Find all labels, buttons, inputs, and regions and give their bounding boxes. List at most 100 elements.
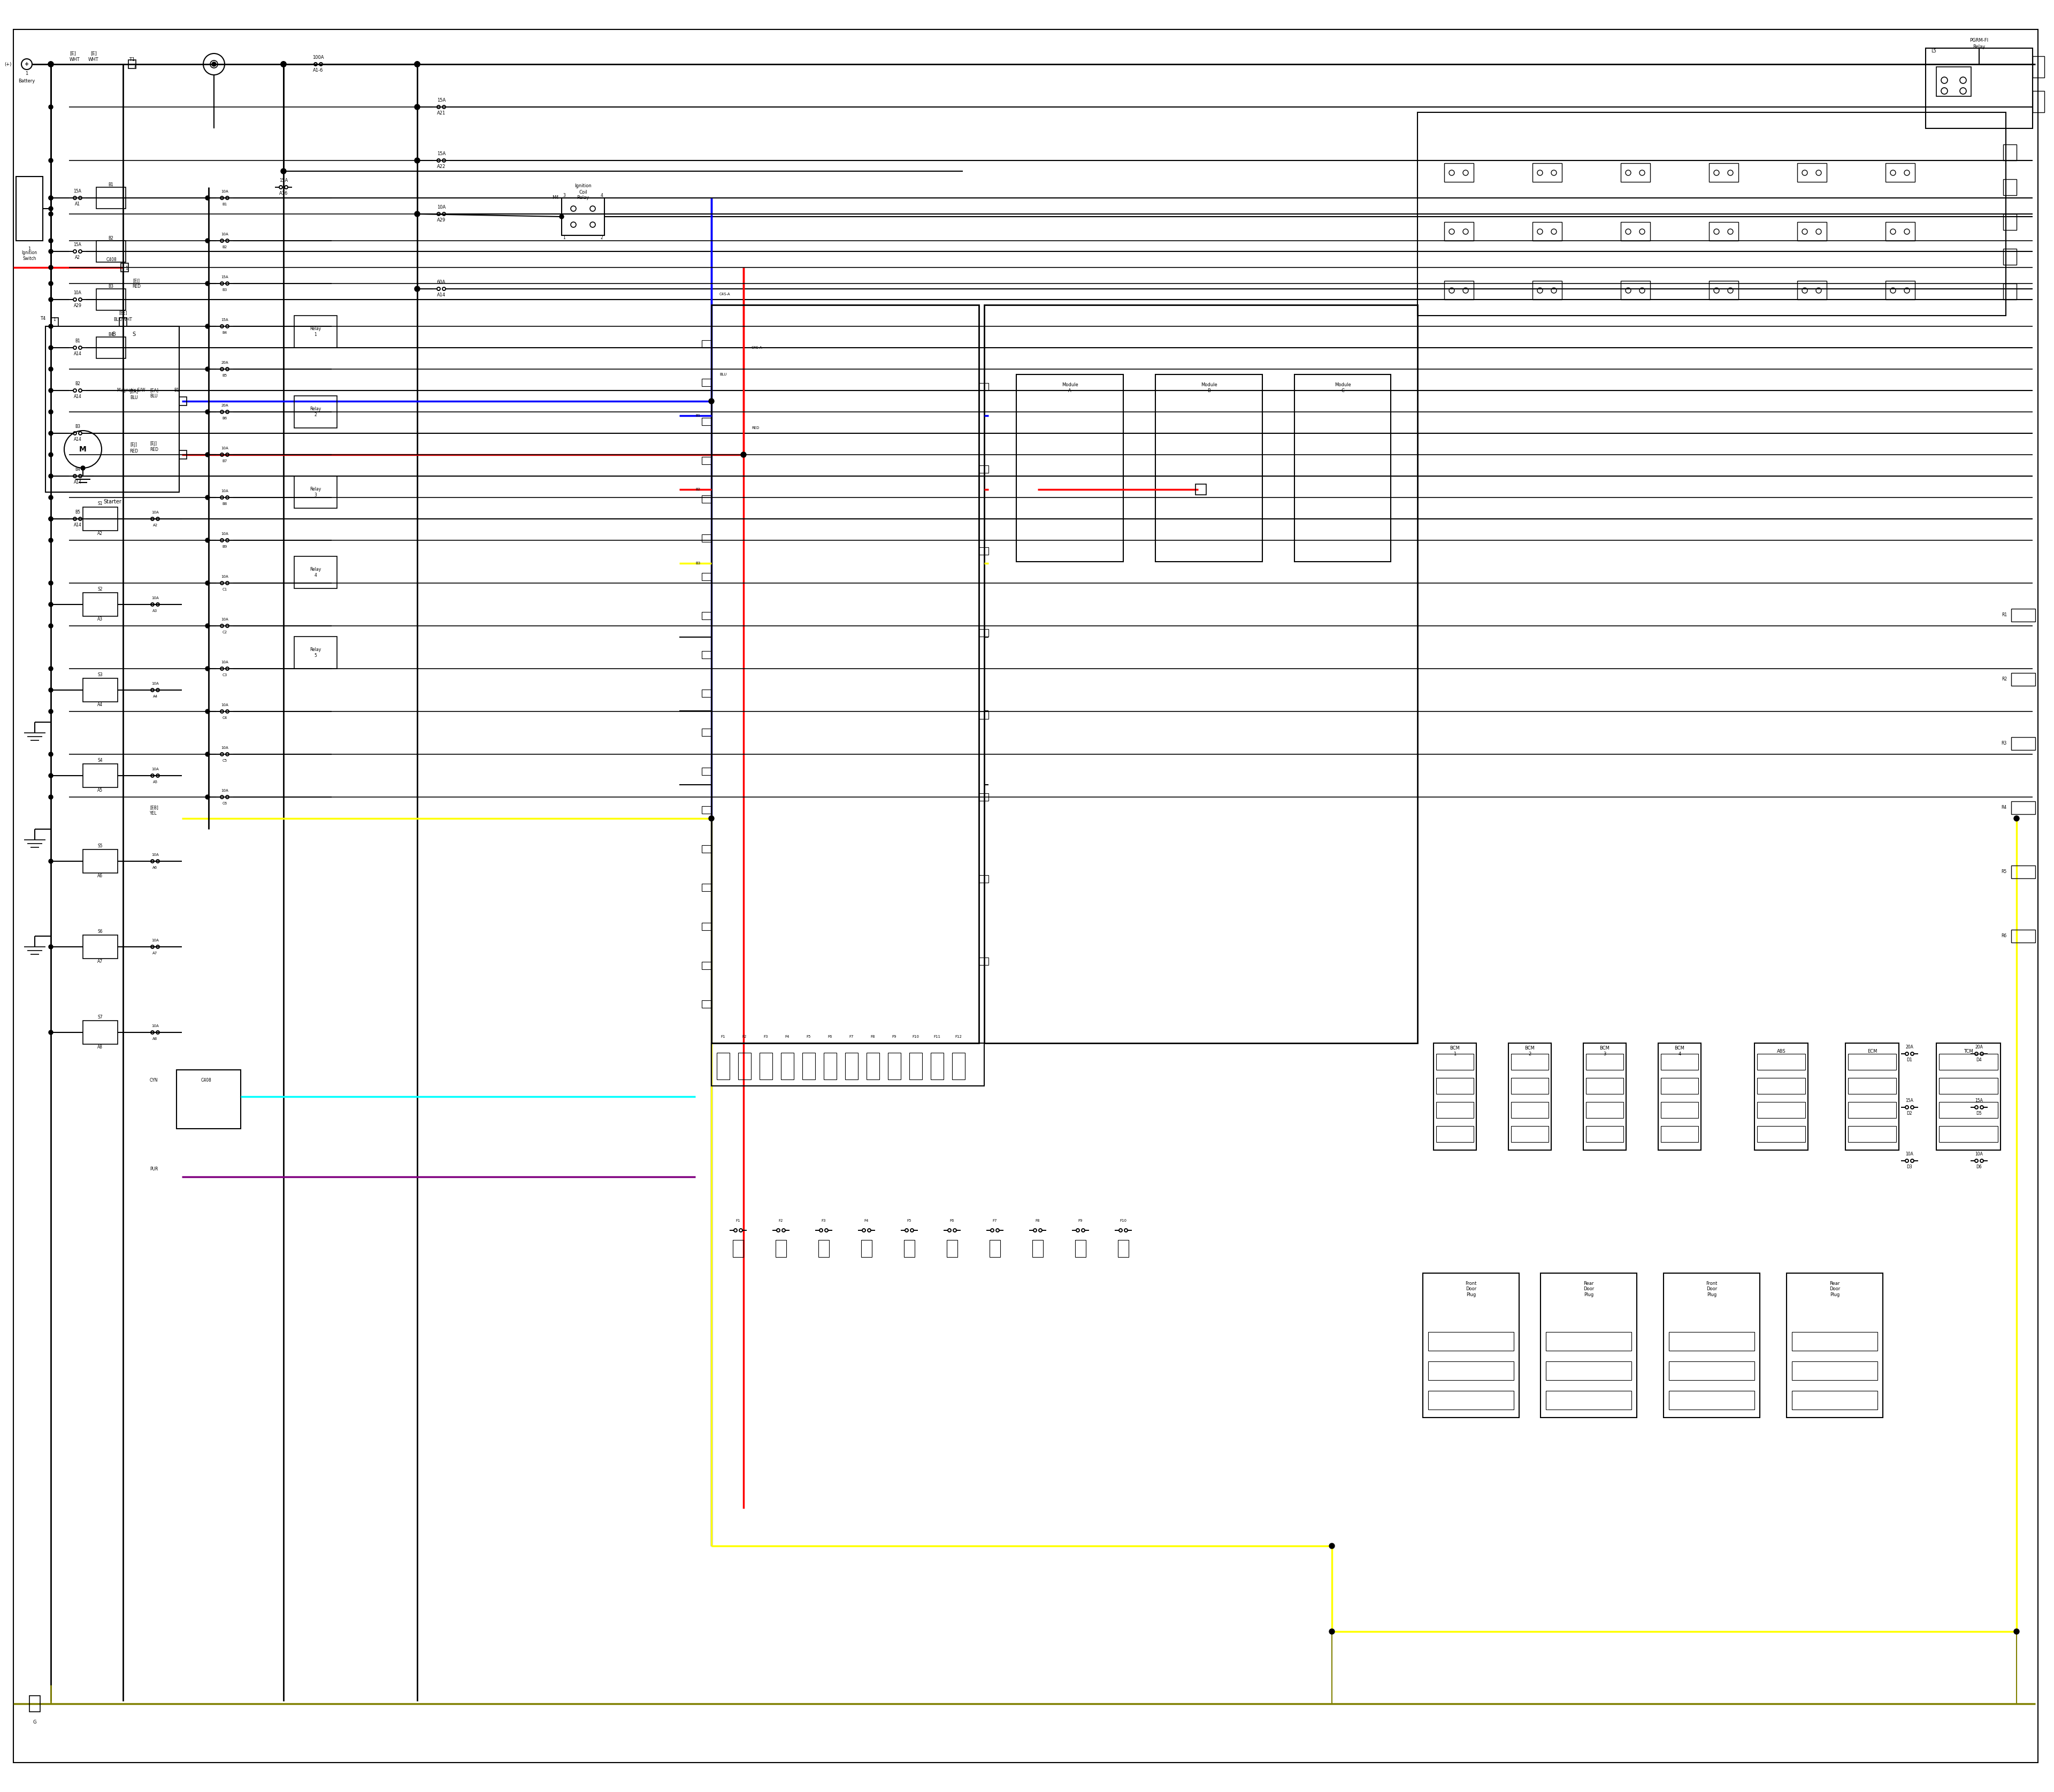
Bar [2003,249,2017,265]
Text: A14: A14 [74,523,82,527]
Bar [702,613,711,620]
Bar [980,629,988,636]
Bar [2011,609,2036,622]
Circle shape [49,624,53,627]
Circle shape [49,516,53,521]
Text: Coil: Coil [579,190,587,195]
Bar [1668,1391,1754,1410]
Bar [980,794,988,801]
Bar [1849,1102,1896,1118]
Text: 10A: 10A [222,788,228,792]
Text: A14: A14 [74,480,82,486]
Text: 15A: 15A [438,152,446,156]
Text: [EB]
YEL: [EB] YEL [150,805,158,815]
Circle shape [205,453,210,457]
Circle shape [80,466,84,470]
Bar [2011,930,2036,943]
Text: Ignition: Ignition [575,185,592,188]
Text: Relay
3: Relay 3 [310,487,320,498]
Circle shape [205,367,210,371]
Text: 100A: 100A [312,56,325,61]
Text: Ignition
Switch: Ignition Switch [23,251,37,262]
Bar [1797,281,1826,299]
Circle shape [49,410,53,414]
Circle shape [205,538,210,543]
Text: B: B [113,332,115,337]
Text: R2: R2 [2001,677,2007,681]
Circle shape [47,61,53,66]
Text: A7: A7 [97,959,103,964]
Text: [EJ]: [EJ] [129,443,138,448]
Text: S1: S1 [97,502,103,507]
Text: BCM
2: BCM 2 [1524,1047,1534,1055]
Bar [82,935,117,959]
Bar [702,573,711,581]
Bar [1939,1102,1999,1118]
Text: Rear
Door
Plug: Rear Door Plug [1830,1281,1840,1297]
Bar [984,305,1417,1043]
Circle shape [49,710,53,713]
Text: Relay: Relay [1974,45,1986,48]
Text: A4: A4 [152,695,158,699]
Bar [1787,1272,1884,1417]
Text: M4: M4 [553,195,559,199]
Bar [82,1021,117,1045]
Text: F7: F7 [992,1219,996,1222]
Text: +: + [25,61,29,66]
Bar [1668,1362,1754,1380]
Circle shape [212,63,216,66]
Text: Magnetic S/W: Magnetic S/W [117,389,146,392]
Text: 15A: 15A [222,276,228,280]
Text: CYN: CYN [150,1079,158,1082]
Text: T1: T1 [129,57,136,63]
Bar [1621,281,1649,299]
Bar [1937,66,1972,97]
Bar [1849,1077,1896,1093]
Text: A8: A8 [97,1045,103,1050]
Text: A7: A7 [152,952,158,955]
Bar [561,197,604,235]
Text: B4: B4 [222,332,228,335]
Circle shape [49,473,53,478]
Text: A6: A6 [152,866,158,869]
Text: 1: 1 [53,317,55,323]
Bar [1927,48,2033,129]
Bar [980,547,988,556]
Bar [2003,145,2017,161]
Bar [1791,1331,1877,1351]
Bar [1436,1102,1473,1118]
Text: Rear
Door
Plug: Rear Door Plug [1584,1281,1594,1297]
Bar [1586,1054,1623,1070]
Bar [1756,1077,1805,1093]
Circle shape [49,538,53,543]
Bar [1939,1125,1999,1142]
Circle shape [415,287,419,292]
Text: M: M [80,446,86,453]
Bar [1547,1331,1631,1351]
Text: A29: A29 [74,303,82,308]
Text: [EA]: [EA] [129,389,138,394]
Bar [2033,56,2044,77]
Text: PUR: PUR [150,1167,158,1172]
Text: A2: A2 [74,256,80,260]
Circle shape [281,168,286,174]
Bar [1709,222,1738,240]
Bar [1512,1054,1549,1070]
Bar [930,1052,943,1079]
Bar [1436,1077,1473,1093]
Text: 10A: 10A [222,704,228,706]
Bar [1074,1240,1087,1256]
Circle shape [741,452,746,457]
Text: 10A: 10A [222,575,228,579]
Circle shape [49,211,53,217]
Circle shape [205,195,210,201]
Bar [2011,674,2036,686]
Text: Module
B: Module B [1202,383,1218,392]
Text: Relay
2: Relay 2 [310,407,320,418]
Bar [1428,1331,1514,1351]
Text: F10: F10 [1119,1219,1128,1222]
Text: F6: F6 [828,1036,832,1038]
Text: 10A: 10A [222,745,228,749]
Bar [1547,1391,1631,1410]
Text: BLK/WHT: BLK/WHT [113,317,131,323]
